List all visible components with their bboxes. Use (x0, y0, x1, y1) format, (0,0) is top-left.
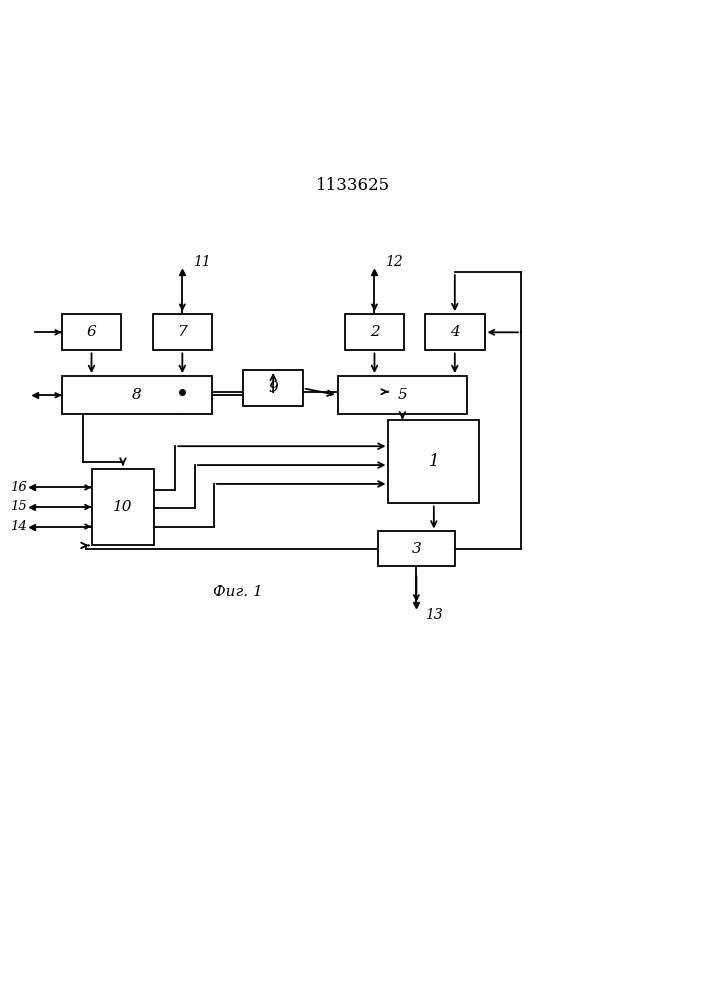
Text: Фиг. 1: Фиг. 1 (214, 585, 263, 599)
Text: 7: 7 (177, 325, 187, 339)
Text: 8: 8 (132, 388, 142, 402)
Bar (388, 420, 479, 503)
Bar (345, 314, 404, 350)
Bar (243, 370, 303, 406)
Bar (153, 314, 212, 350)
Text: 5: 5 (397, 388, 407, 402)
Text: 15: 15 (10, 500, 27, 513)
Bar (425, 314, 484, 350)
Text: 10: 10 (113, 500, 133, 514)
Text: 16: 16 (10, 481, 27, 494)
Text: 9: 9 (268, 381, 278, 395)
Text: 1133625: 1133625 (317, 177, 390, 194)
Text: 14: 14 (10, 520, 27, 533)
Bar (338, 376, 467, 414)
Text: 3: 3 (411, 542, 421, 556)
Bar (91, 469, 154, 545)
Text: 11: 11 (193, 255, 211, 269)
Text: 12: 12 (385, 255, 403, 269)
Text: 1: 1 (428, 453, 439, 470)
Bar (62, 376, 212, 414)
Text: 4: 4 (450, 325, 460, 339)
Text: 2: 2 (370, 325, 380, 339)
Bar (378, 531, 455, 566)
Text: 13: 13 (425, 608, 443, 622)
Bar (62, 314, 121, 350)
Text: 6: 6 (87, 325, 96, 339)
